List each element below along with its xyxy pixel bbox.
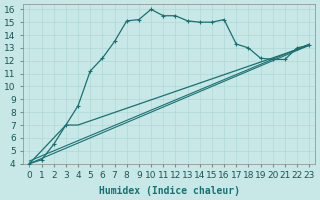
X-axis label: Humidex (Indice chaleur): Humidex (Indice chaleur) <box>99 186 240 196</box>
